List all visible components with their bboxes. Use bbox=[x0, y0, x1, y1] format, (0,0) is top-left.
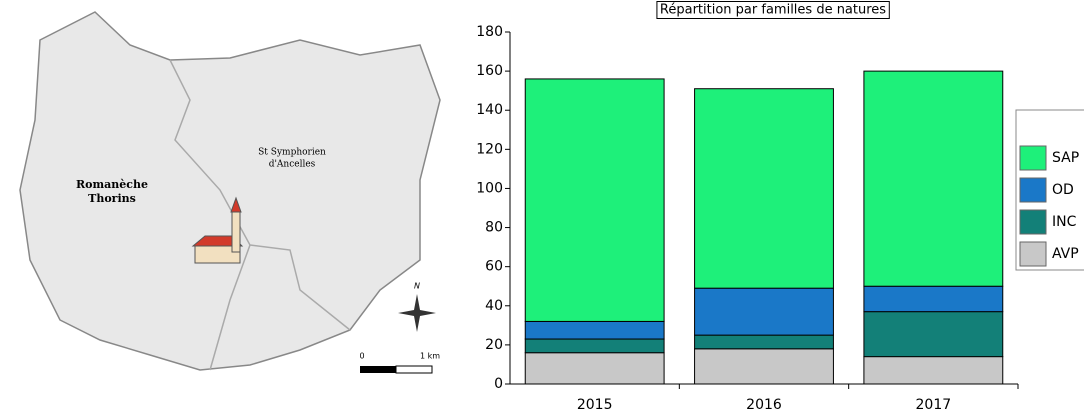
y-tick-label: 40 bbox=[485, 298, 503, 314]
bar-segment bbox=[694, 88, 834, 289]
commune-label: d'Ancelles bbox=[269, 160, 316, 170]
bar-segment bbox=[694, 287, 834, 336]
bar-segment bbox=[524, 338, 665, 354]
y-tick-label: 120 bbox=[476, 141, 503, 157]
map: Romanèche Thorins St Symphorien d'Ancell… bbox=[19, 11, 441, 374]
title-box bbox=[656, 1, 890, 19]
chart-title: Répartition par familles de natures bbox=[660, 3, 886, 18]
y-tick-label: 0 bbox=[494, 376, 503, 392]
commune-border bbox=[169, 59, 351, 371]
y-tick-label: 100 bbox=[476, 180, 503, 196]
bar-segment bbox=[524, 352, 665, 385]
legend-label: AVP bbox=[1052, 246, 1079, 262]
legend-label: SAP bbox=[1052, 150, 1079, 166]
legend-label: OD bbox=[1052, 182, 1074, 198]
scale-label: 1 km bbox=[420, 352, 440, 361]
y-tick-label: 160 bbox=[476, 63, 503, 79]
x-tick-label: 2016 bbox=[746, 397, 782, 413]
bar-segment bbox=[524, 320, 665, 340]
x-tick-label: 2015 bbox=[577, 397, 613, 413]
legend-swatch bbox=[1019, 177, 1047, 203]
map-outline bbox=[19, 11, 441, 371]
bar-segment bbox=[694, 348, 834, 385]
bar-segment bbox=[694, 334, 834, 350]
bar-segment bbox=[524, 78, 665, 322]
church-icon bbox=[191, 196, 244, 264]
legend-swatch bbox=[1019, 241, 1047, 267]
legend-swatch bbox=[1019, 209, 1047, 235]
bar-segment bbox=[863, 311, 1004, 358]
bar-segment bbox=[863, 285, 1004, 313]
commune-label: St Symphorien bbox=[258, 148, 326, 158]
scale-label: 0 bbox=[359, 352, 364, 361]
bar-segment bbox=[863, 356, 1004, 385]
bar-segment bbox=[863, 70, 1004, 287]
y-tick-label: 60 bbox=[485, 259, 503, 275]
legend-label: INC bbox=[1052, 214, 1077, 230]
y-tick-label: 180 bbox=[476, 24, 503, 40]
commune-label: Romanèche bbox=[76, 178, 148, 191]
north-label: N bbox=[414, 282, 420, 291]
north-arrow bbox=[398, 294, 436, 332]
scale-bar bbox=[395, 365, 433, 374]
y-tick-label: 140 bbox=[476, 102, 503, 118]
scale-bar bbox=[360, 366, 396, 373]
legend-swatch bbox=[1019, 145, 1047, 171]
x-tick-label: 2017 bbox=[916, 397, 952, 413]
y-tick-label: 80 bbox=[485, 220, 503, 236]
y-tick-label: 20 bbox=[485, 337, 503, 353]
commune-label: Thorins bbox=[88, 192, 136, 205]
chart: Répartition par familles de natures 0 20 40… bbox=[476, 1, 1084, 413]
